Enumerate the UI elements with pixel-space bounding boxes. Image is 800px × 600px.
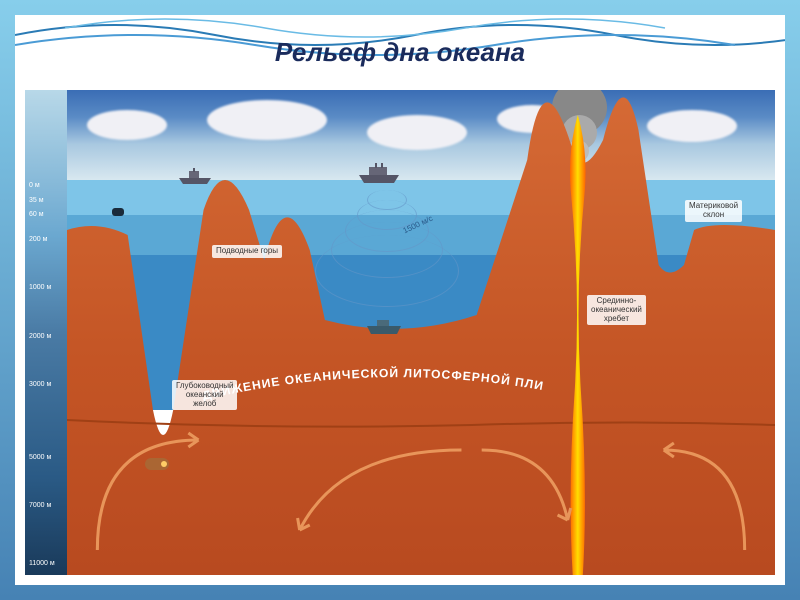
ship-icon	[177, 168, 213, 184]
depth-tick: 35 м	[29, 197, 44, 204]
seafloor-path	[67, 97, 775, 575]
ship-icon	[357, 163, 401, 183]
depth-tick: 3000 м	[29, 381, 51, 388]
depth-tick: 2000 м	[29, 333, 51, 340]
depth-tick: 1000 м	[29, 284, 51, 291]
depth-tick: 11000 м	[29, 560, 55, 567]
sonar-wave-icon	[315, 235, 459, 307]
depth-tick: 200 м	[29, 236, 47, 243]
ocean-floor-diagram: 0 м 35 м 60 м 200 м 1000 м 2000 м 3000 м…	[25, 90, 775, 575]
seamounts-label: Подводные горы	[212, 245, 282, 258]
trench-label: Глубоководный океанский желоб	[172, 380, 237, 410]
sunken-ship-icon	[365, 318, 403, 334]
bathyscaphe-icon	[145, 458, 169, 470]
depth-scale: 0 м 35 м 60 м 200 м 1000 м 2000 м 3000 м…	[25, 90, 67, 575]
diver-icon	[112, 208, 124, 216]
diagram-title: Рельеф дна океана	[15, 37, 785, 68]
cross-section-scene: ДВИЖЕНИЕ ОКЕАНИЧЕСКОЙ ЛИТОСФЕРНОЙ ПЛИТЫ	[67, 90, 775, 575]
presentation-frame: Рельеф дна океана 0 м 35 м 60 м 200 м 10…	[15, 15, 785, 585]
depth-tick: 0 м	[29, 182, 40, 189]
depth-tick: 5000 м	[29, 454, 51, 461]
ridge-label: Срединно- океанический хребет	[587, 295, 646, 325]
continental-slope-label: Материковой склон	[685, 200, 742, 222]
depth-tick: 7000 м	[29, 502, 51, 509]
depth-tick: 60 м	[29, 211, 44, 218]
seafloor-svg: ДВИЖЕНИЕ ОКЕАНИЧЕСКОЙ ЛИТОСФЕРНОЙ ПЛИТЫ	[67, 90, 775, 575]
